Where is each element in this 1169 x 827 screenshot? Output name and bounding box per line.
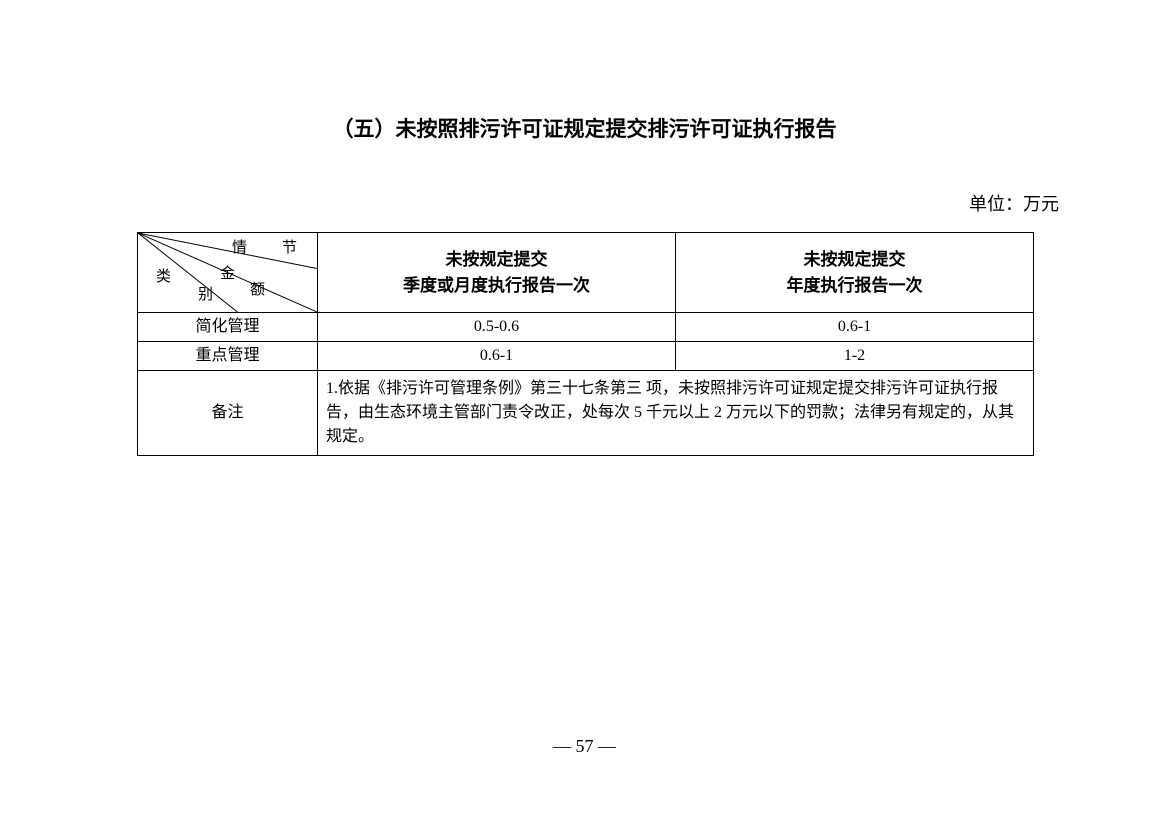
table-header-row: 情 节 金 额 类 别 未按规定提交季度或月度执行报告一次 未按规定提交年度执行… (138, 233, 1034, 313)
cell-value: 0.5-0.6 (318, 313, 676, 342)
row-label: 重点管理 (138, 342, 318, 371)
table-row: 重点管理 0.6-1 1-2 (138, 342, 1034, 371)
diag-label-e: 额 (250, 279, 267, 302)
cell-value: 1-2 (676, 342, 1034, 371)
diag-label-jie: 节 (282, 237, 299, 260)
table-row: 简化管理 0.5-0.6 0.6-1 (138, 313, 1034, 342)
diag-label-lei: 类 (156, 266, 173, 289)
note-row: 备注 1.依据《排污许可管理条例》第三十七条第三 项，未按照排污许可证规定提交排… (138, 371, 1034, 456)
page-number: — 57 — (0, 736, 1169, 757)
cell-value: 0.6-1 (676, 313, 1034, 342)
unit-label: 单位：万元 (969, 190, 1059, 216)
cell-value: 0.6-1 (318, 342, 676, 371)
note-text: 1.依据《排污许可管理条例》第三十七条第三 项，未按照排污许可证规定提交排污许可… (318, 371, 1034, 456)
diagonal-header-cell: 情 节 金 额 类 别 (138, 233, 318, 313)
col-header-1: 未按规定提交季度或月度执行报告一次 (318, 233, 676, 313)
main-table: 情 节 金 额 类 别 未按规定提交季度或月度执行报告一次 未按规定提交年度执行… (137, 232, 1034, 456)
note-label: 备注 (138, 371, 318, 456)
row-label: 简化管理 (138, 313, 318, 342)
diag-label-qing: 情 (232, 237, 249, 260)
diag-label-bie: 别 (198, 284, 215, 307)
page-title: （五）未按照排污许可证规定提交排污许可证执行报告 (0, 113, 1169, 143)
col-header-2: 未按规定提交年度执行报告一次 (676, 233, 1034, 313)
diag-label-jin: 金 (220, 263, 237, 286)
